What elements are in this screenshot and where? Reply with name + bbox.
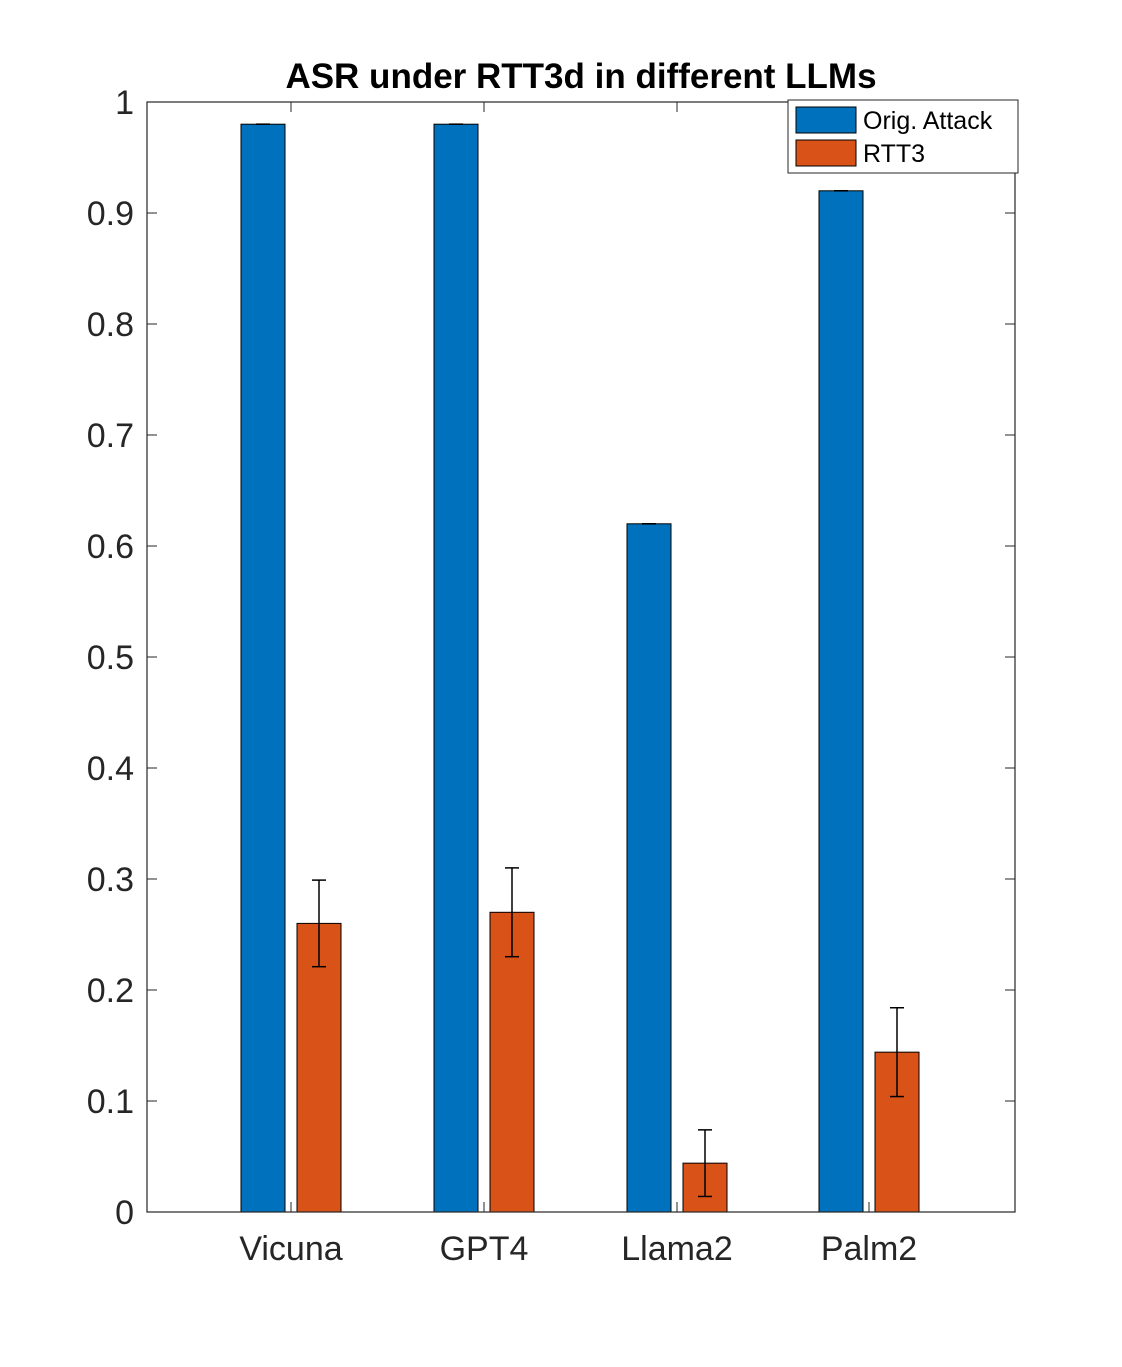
y-tick-label: 1 [115, 84, 134, 122]
y-tick-label: 0.2 [87, 972, 134, 1010]
y-tick-label: 0.1 [87, 1083, 134, 1121]
y-axis: 0 0.1 0.2 0.3 0.4 0.5 0.6 0.7 0.8 0.9 1 [87, 84, 1016, 1232]
plot-area [240, 123, 920, 1213]
error-bar-llama2-1 [698, 1129, 712, 1198]
error-bar-gpt4-1 [505, 867, 519, 958]
legend-label-rtt3: RTT3 [863, 140, 925, 168]
y-tick-label: 0.5 [87, 639, 134, 677]
y-tick-label: 0.3 [87, 861, 134, 899]
bar-orig-attack-vicuna [240, 123, 286, 1213]
y-tick-label: 0.9 [87, 195, 134, 233]
legend-label-orig-attack: Orig. Attack [863, 107, 993, 135]
legend-swatch-orig-attack [795, 106, 857, 134]
bar-orig-attack-gpt4 [433, 123, 479, 1213]
bar-orig-attack-palm2 [818, 190, 864, 1213]
x-tick-label-vicuna: Vicuna [239, 1230, 342, 1268]
bar-orig-attack-llama2 [626, 523, 672, 1213]
x-tick-label-palm2: Palm2 [821, 1230, 917, 1268]
y-tick-label: 0.4 [87, 750, 134, 788]
y-tick-label: 0.8 [87, 306, 134, 344]
axes-box [146, 101, 1016, 1213]
error-bar-vicuna-1 [312, 879, 326, 968]
y-tick-label: 0 [115, 1194, 134, 1232]
x-axis: Vicuna GPT4 Llama2 Palm2 [239, 1230, 917, 1268]
y-tick-label: 0.7 [87, 417, 134, 455]
x-tick-label-llama2: Llama2 [621, 1230, 733, 1268]
bar-rtt3-gpt4 [489, 911, 535, 1213]
legend-swatch-rtt3 [795, 139, 857, 167]
x-tick-label-gpt4: GPT4 [440, 1230, 529, 1268]
y-tick-label: 0.6 [87, 528, 134, 566]
error-bar-palm2-1 [890, 1007, 904, 1098]
legend[interactable]: Orig. Attack RTT3 [787, 99, 1019, 174]
chart-title: ASR under RTT3d in different LLMs [285, 57, 876, 96]
